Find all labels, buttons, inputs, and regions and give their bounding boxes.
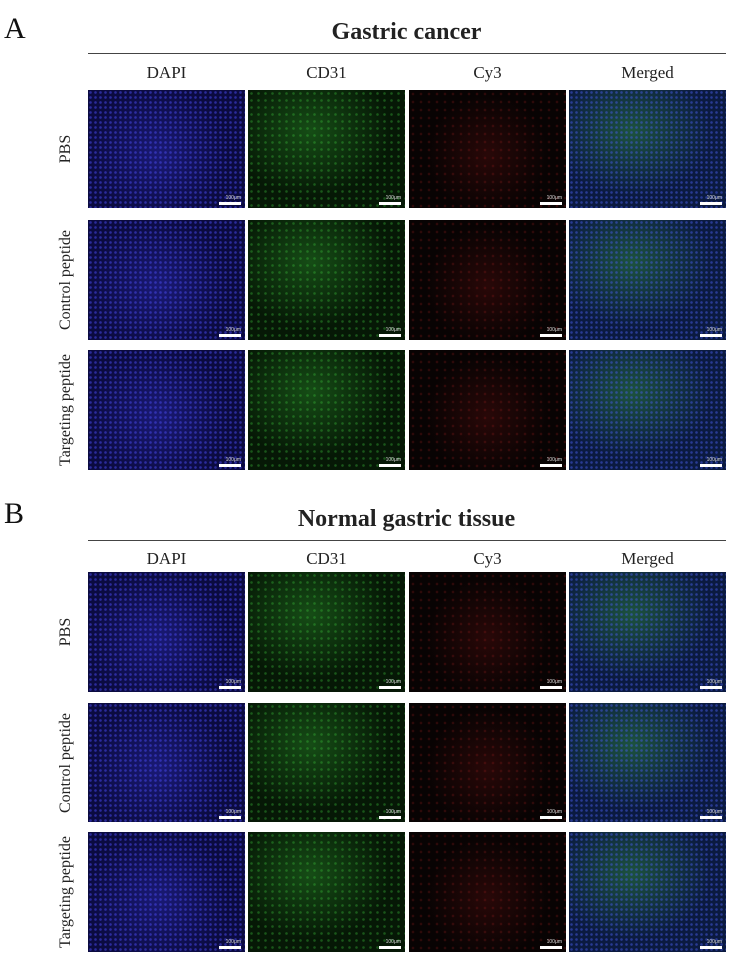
scale-bar — [540, 202, 562, 205]
scale-bar-label: 100μm — [706, 809, 722, 815]
scale-bar-label: 100μm — [546, 939, 562, 945]
micrograph: 100μm — [409, 832, 566, 952]
scale-bar-label: 100μm — [385, 327, 401, 333]
micrograph: 100μm — [569, 220, 726, 340]
micrograph: 100μm — [569, 703, 726, 822]
micrograph: 100μm — [88, 350, 245, 470]
column-header: Merged — [621, 549, 674, 568]
scale-bar — [700, 464, 722, 467]
column-header: DAPI — [146, 549, 187, 568]
micrograph: 100μm — [569, 350, 726, 470]
micrograph: 100μm — [248, 572, 405, 692]
micrograph: 100μm — [569, 90, 726, 208]
scale-bar — [219, 464, 241, 467]
scale-bar — [540, 464, 562, 467]
panel-letter: A — [4, 12, 26, 45]
row-label: Control peptide — [57, 230, 74, 330]
scale-bar — [379, 946, 401, 949]
micrograph: 100μm — [88, 832, 245, 952]
scale-bar — [540, 816, 562, 819]
scale-bar-label: 100μm — [546, 679, 562, 685]
micrograph: 100μm — [248, 90, 405, 208]
micrograph: 100μm — [409, 703, 566, 822]
micrograph: 100μm — [248, 703, 405, 822]
scale-bar — [700, 334, 722, 337]
scale-bar-label: 100μm — [385, 195, 401, 201]
column-header: DAPI — [146, 63, 187, 82]
micrograph: 100μm — [88, 572, 245, 692]
scale-bar — [379, 464, 401, 467]
scale-bar-label: 100μm — [385, 679, 401, 685]
scale-bar — [219, 686, 241, 689]
micrograph: 100μm — [569, 832, 726, 952]
scale-bar-label: 100μm — [706, 327, 722, 333]
scale-bar-label: 100μm — [385, 939, 401, 945]
micrograph: 100μm — [248, 350, 405, 470]
column-header: Cy3 — [473, 63, 502, 82]
panel-title: Gastric cancer — [331, 19, 482, 45]
scale-bar-label: 100μm — [225, 939, 241, 945]
column-header: CD31 — [306, 63, 347, 82]
scale-bar — [219, 334, 241, 337]
micrograph: 100μm — [88, 703, 245, 822]
micrograph: 100μm — [409, 220, 566, 340]
panel-letter: B — [4, 497, 25, 530]
column-header: Merged — [621, 63, 674, 82]
micrograph: 100μm — [569, 572, 726, 692]
row-label: Control peptide — [57, 712, 74, 813]
row-label: PBS — [57, 134, 74, 164]
scale-bar-label: 100μm — [706, 939, 722, 945]
scale-bar — [700, 202, 722, 205]
scale-bar-label: 100μm — [706, 195, 722, 201]
scale-bar-label: 100μm — [385, 809, 401, 815]
row-label: Targeting peptide — [57, 836, 74, 948]
scale-bar-label: 100μm — [546, 195, 562, 201]
column-header: Cy3 — [473, 549, 502, 568]
scale-bar-label: 100μm — [706, 457, 722, 463]
title-rule — [88, 53, 726, 54]
scale-bar-label: 100μm — [546, 457, 562, 463]
scale-bar — [379, 686, 401, 689]
scale-bar-label: 100μm — [385, 457, 401, 463]
scale-bar — [540, 946, 562, 949]
scale-bar — [219, 202, 241, 205]
row-label: Targeting peptide — [57, 354, 74, 466]
scale-bar — [219, 946, 241, 949]
column-header: CD31 — [306, 549, 347, 568]
scale-bar-label: 100μm — [546, 327, 562, 333]
scale-bar — [379, 202, 401, 205]
row-label: PBS — [57, 617, 74, 647]
micrograph: 100μm — [409, 350, 566, 470]
scale-bar — [379, 816, 401, 819]
scale-bar-label: 100μm — [225, 327, 241, 333]
scale-bar-label: 100μm — [225, 809, 241, 815]
scale-bar — [219, 816, 241, 819]
scale-bar — [700, 816, 722, 819]
scale-bar-label: 100μm — [546, 809, 562, 815]
micrograph: 100μm — [248, 832, 405, 952]
scale-bar — [540, 686, 562, 689]
micrograph: 100μm — [248, 220, 405, 340]
scale-bar — [540, 334, 562, 337]
micrograph: 100μm — [409, 572, 566, 692]
scale-bar-label: 100μm — [225, 679, 241, 685]
panel-title: Normal gastric tissue — [297, 506, 516, 532]
micrograph: 100μm — [88, 90, 245, 208]
scale-bar — [700, 946, 722, 949]
scale-bar — [379, 334, 401, 337]
scale-bar-label: 100μm — [225, 457, 241, 463]
micrograph: 100μm — [409, 90, 566, 208]
scale-bar-label: 100μm — [225, 195, 241, 201]
scale-bar-label: 100μm — [706, 679, 722, 685]
title-rule — [88, 540, 726, 541]
scale-bar — [700, 686, 722, 689]
micrograph: 100μm — [88, 220, 245, 340]
